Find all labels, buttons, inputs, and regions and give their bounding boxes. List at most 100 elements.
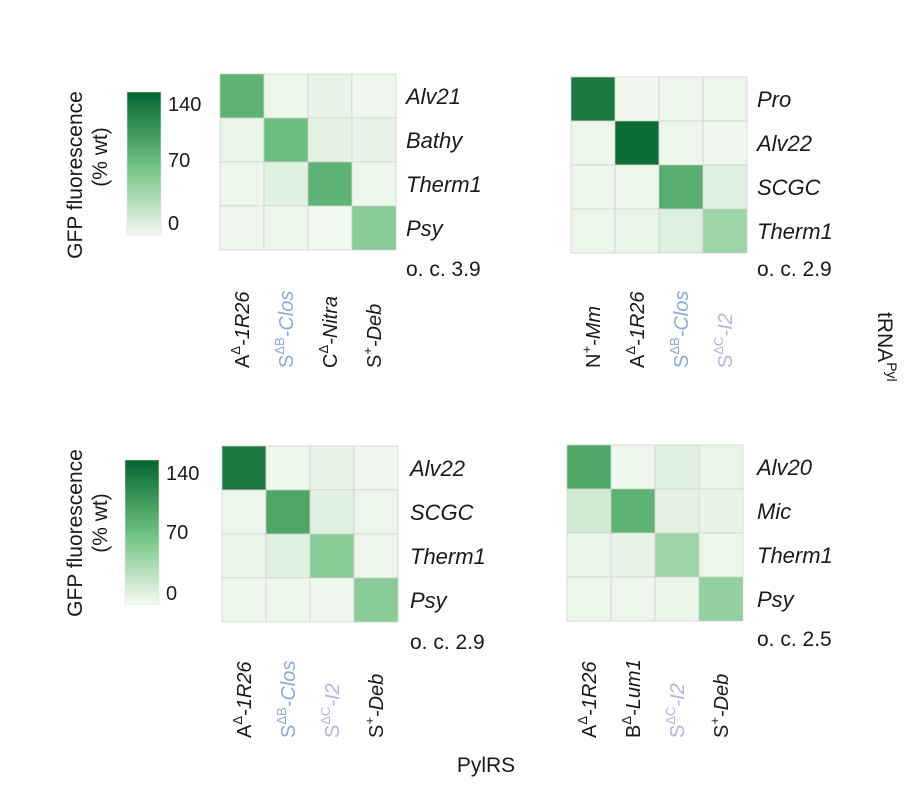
column-label-main: A (627, 354, 649, 368)
heatmap-cell (610, 532, 656, 578)
column-label: AΔ-1R26 (228, 291, 254, 368)
column-label-main: S (715, 355, 737, 368)
colorbar-title-line2: (% wt) (89, 127, 112, 187)
column-label-sup: + (579, 346, 594, 354)
orthogonality-label: o. c. 3.9 (406, 258, 481, 281)
orthogonality-label: o. c. 2.9 (410, 631, 485, 654)
column-label: S+-Deb (707, 674, 733, 738)
heatmap-cell (654, 488, 700, 534)
colorbar-tick-140: 140 (166, 463, 199, 485)
colorbar-bottom: GFP fluorescence (% wt) 140 70 0 (64, 449, 199, 617)
column-label-sup: ΔC (711, 337, 726, 355)
heatmap-cell (614, 164, 660, 210)
heatmap-cell (263, 73, 309, 119)
column-label-suffix: -Deb (366, 674, 388, 717)
column-label-suffix: -Clos (671, 291, 693, 338)
colorbar-tick-0: 0 (166, 583, 177, 605)
column-label: SΔB-Clos (274, 661, 300, 738)
trna-axis-label-sup: Pyl (884, 362, 900, 381)
row-label: Therm1 (406, 172, 482, 197)
row-label: Therm1 (410, 544, 486, 569)
heatmap-cell (307, 117, 353, 163)
heatmap-cell (219, 205, 265, 251)
row-label: Alv20 (755, 455, 813, 480)
column-label: AΔ-1R26 (575, 661, 601, 738)
column-label: SΔB-Clos (272, 291, 298, 368)
colorbar-tick-140: 140 (168, 94, 201, 116)
row-label: Psy (410, 588, 449, 613)
column-label-sup: ΔC (663, 707, 678, 725)
column-label-main: S (278, 725, 300, 738)
heatmap-cell (570, 164, 616, 210)
column-label-suffix: -Deb (364, 304, 386, 347)
heatmap-cell (658, 164, 704, 210)
column-label: AΔ-1R26 (623, 291, 649, 368)
column-label-sup: ΔB (274, 707, 289, 724)
column-label: SΔB-Clos (667, 291, 693, 368)
heatmap-cell (265, 489, 311, 535)
row-label: Mic (757, 499, 791, 524)
heatmap-cell (351, 117, 397, 163)
pylrs-axis-label: PylRS (457, 754, 515, 777)
column-label-sup: Δ (575, 716, 590, 725)
heatmap-cell (654, 576, 700, 622)
column-label: AΔ-1R26 (230, 661, 256, 738)
heatmap-cell (309, 445, 355, 491)
heatmap-cell (221, 489, 267, 535)
column-label-suffix: -Clos (278, 661, 300, 708)
column-label: S+-Deb (360, 304, 386, 368)
column-label-main: S (366, 725, 388, 738)
row-label: Therm1 (757, 219, 833, 244)
heatmap-cell (263, 161, 309, 207)
colorbar-gradient (126, 91, 162, 236)
column-label-sup: ΔB (667, 337, 682, 354)
heatmap-cell (610, 444, 656, 490)
column-label-suffix: -I2 (322, 683, 344, 706)
row-label: SCGC (410, 500, 474, 525)
heatmap-cell (658, 208, 704, 254)
column-label: S+-Deb (362, 674, 388, 738)
heatmap-cell (658, 76, 704, 122)
colorbar-tick-70: 70 (168, 150, 190, 172)
heatmap-cell (353, 489, 399, 535)
heatmap-cell (702, 164, 748, 210)
column-label-sup: Δ (623, 346, 638, 355)
column-label-sup: + (362, 717, 377, 725)
heatmap-cell (221, 533, 267, 579)
heatmap-cell (570, 76, 616, 122)
heatmap-cell (610, 488, 656, 534)
heatmap-cell (353, 445, 399, 491)
heatmap-cell (219, 117, 265, 163)
heatmap-cell (698, 444, 744, 490)
column-label-suffix: -1R26 (627, 291, 649, 346)
heatmap-cell (654, 444, 700, 490)
colorbar-title-line1: GFP fluorescence (64, 449, 87, 617)
column-label-suffix: -Deb (711, 674, 733, 717)
column-label-main: S (276, 355, 298, 368)
heatmap-cell (698, 532, 744, 578)
heatmap-panel-bottom-left: Alv22SCGCTherm1PsyAΔ-1R26SΔB-ClosSΔC-I2S… (221, 445, 486, 738)
heatmap-cell (702, 76, 748, 122)
row-label: SCGC (757, 175, 821, 200)
column-label-suffix: -Nitra (320, 296, 342, 345)
row-label: Psy (757, 587, 796, 612)
column-label-main: A (232, 354, 254, 368)
colorbar-title-line2: (% wt) (89, 493, 112, 553)
column-label-suffix: -Lum1 (623, 659, 645, 716)
column-label-sup: Δ (619, 716, 634, 725)
heatmap-cell (265, 445, 311, 491)
heatmap-cell (658, 120, 704, 166)
column-label-sup: ΔB (272, 337, 287, 354)
heatmap-cell (219, 161, 265, 207)
row-label: Alv22 (755, 131, 812, 156)
column-label-suffix: -I2 (715, 313, 737, 336)
heatmap-cell (614, 76, 660, 122)
heatmap-cell (307, 73, 353, 119)
column-label-main: B (623, 725, 645, 738)
column-label: N+-Mm (579, 306, 605, 368)
heatmap-cell (614, 208, 660, 254)
heatmap-cell (351, 73, 397, 119)
heatmap-cell (221, 445, 267, 491)
heatmap-cell (654, 532, 700, 578)
trna-axis-label-main: tRNA (873, 312, 896, 362)
